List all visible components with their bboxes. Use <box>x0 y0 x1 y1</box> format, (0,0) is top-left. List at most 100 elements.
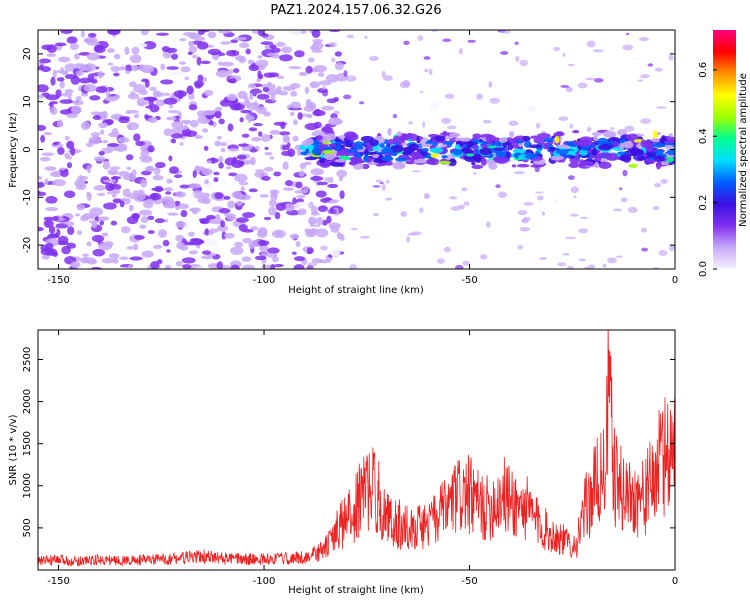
heatmap-cell <box>294 256 306 262</box>
heatmap-cell <box>594 161 599 169</box>
colorbar-gradient <box>713 30 736 269</box>
heatmap-cell <box>178 203 189 209</box>
heatmap-cell <box>98 122 108 129</box>
heatmap-cell <box>124 46 130 56</box>
colorbar-tick-label: 0.4 <box>698 128 709 144</box>
heatmap-cell <box>43 216 55 221</box>
heatmap-cell <box>136 42 148 48</box>
heatmap-cell <box>570 213 579 217</box>
heatmap-cell <box>427 158 440 166</box>
heatmap-cell <box>122 188 131 198</box>
heatmap-cell <box>256 93 270 100</box>
heatmap-cell <box>140 67 151 72</box>
heatmap-cell <box>225 166 232 170</box>
heatmap-cell <box>252 101 259 109</box>
heatmap-cell <box>196 110 207 117</box>
bottom-y-tick-label: 2000 <box>22 389 33 414</box>
heatmap-cell <box>103 202 117 210</box>
heatmap-cell <box>273 263 284 268</box>
heatmap-cell <box>375 179 383 183</box>
heatmap-cell <box>530 135 540 139</box>
heatmap-cell <box>641 247 649 252</box>
heatmap-cell <box>319 157 326 164</box>
heatmap-cell <box>41 152 55 157</box>
heatmap-cell <box>39 58 51 64</box>
heatmap-cell <box>117 137 130 143</box>
heatmap-cell <box>367 162 378 166</box>
heatmap-cell <box>147 145 155 153</box>
heatmap-cell <box>290 101 301 109</box>
heatmap-cell <box>452 148 463 156</box>
heatmap-cell <box>92 115 101 120</box>
heatmap-cell <box>99 220 105 226</box>
heatmap-cell <box>297 208 307 216</box>
heatmap-cell <box>448 158 457 167</box>
heatmap-cell <box>257 240 270 246</box>
heatmap-cell <box>309 81 320 89</box>
heatmap-cell <box>272 256 279 263</box>
heatmap-cell <box>535 122 541 129</box>
heatmap-cell <box>304 123 319 131</box>
heatmap-cell <box>658 249 668 257</box>
heatmap-cell <box>281 144 290 151</box>
heatmap-cell <box>560 85 570 88</box>
heatmap-cell <box>479 254 488 260</box>
heatmap-cell <box>107 143 119 147</box>
heatmap-cell <box>74 53 80 60</box>
heatmap-cell <box>248 188 258 193</box>
heatmap-cell <box>218 155 224 163</box>
heatmap-cell <box>147 230 155 235</box>
heatmap-cell <box>619 142 624 150</box>
heatmap-cell <box>260 41 274 46</box>
bottom-x-axis: -150 -100 -50 0 <box>47 330 678 587</box>
heatmap-cell <box>219 142 228 147</box>
heatmap-cell <box>586 40 596 48</box>
heatmap-cell <box>194 135 203 139</box>
heatmap-cell <box>668 244 675 252</box>
heatmap-cell <box>211 157 216 164</box>
heatmap-cell <box>39 156 51 162</box>
heatmap-cell <box>188 104 198 111</box>
heatmap-cell <box>126 166 132 171</box>
heatmap-cell <box>125 69 130 75</box>
bottom-y-tick-label: 1500 <box>22 431 33 456</box>
heatmap-cell <box>38 182 45 188</box>
heatmap-cell <box>514 41 519 45</box>
heatmap-cell <box>255 106 267 114</box>
heatmap-cell <box>141 250 154 258</box>
heatmap-cell <box>245 48 251 55</box>
heatmap-cell <box>579 149 589 156</box>
heatmap-cell <box>154 185 164 193</box>
heatmap-cell <box>133 243 139 251</box>
heatmap-cell <box>515 55 520 62</box>
heatmap-cell <box>181 128 192 137</box>
heatmap-cell <box>526 105 537 113</box>
heatmap-cell <box>467 39 477 43</box>
heatmap-cell <box>179 142 184 146</box>
heatmap-cell <box>135 141 146 147</box>
heatmap-cell <box>318 259 331 264</box>
heatmap-cell <box>140 216 149 224</box>
heatmap-cell <box>126 122 139 131</box>
heatmap-cell <box>533 137 546 144</box>
heatmap-cell <box>553 132 565 137</box>
heatmap-cell <box>298 71 308 77</box>
heatmap-cell <box>327 183 339 189</box>
heatmap-cell <box>166 249 171 253</box>
heatmap-cell <box>149 86 157 92</box>
heatmap-cell <box>303 161 312 166</box>
heatmap-cell <box>502 157 509 161</box>
heatmap-cell <box>419 91 424 94</box>
heatmap-cell <box>240 109 252 114</box>
heatmap-cell <box>203 145 209 151</box>
heatmap-cell <box>295 181 303 189</box>
heatmap-cell <box>38 176 43 180</box>
heatmap-cell <box>270 92 276 102</box>
heatmap-cell <box>133 84 146 93</box>
heatmap-cell <box>201 128 209 133</box>
heatmap-cell <box>197 197 209 204</box>
bottom-y-tick-label: 2500 <box>22 347 33 372</box>
heatmap-cell <box>385 160 393 166</box>
heatmap-cell <box>224 139 235 144</box>
heatmap-cell <box>471 139 481 143</box>
